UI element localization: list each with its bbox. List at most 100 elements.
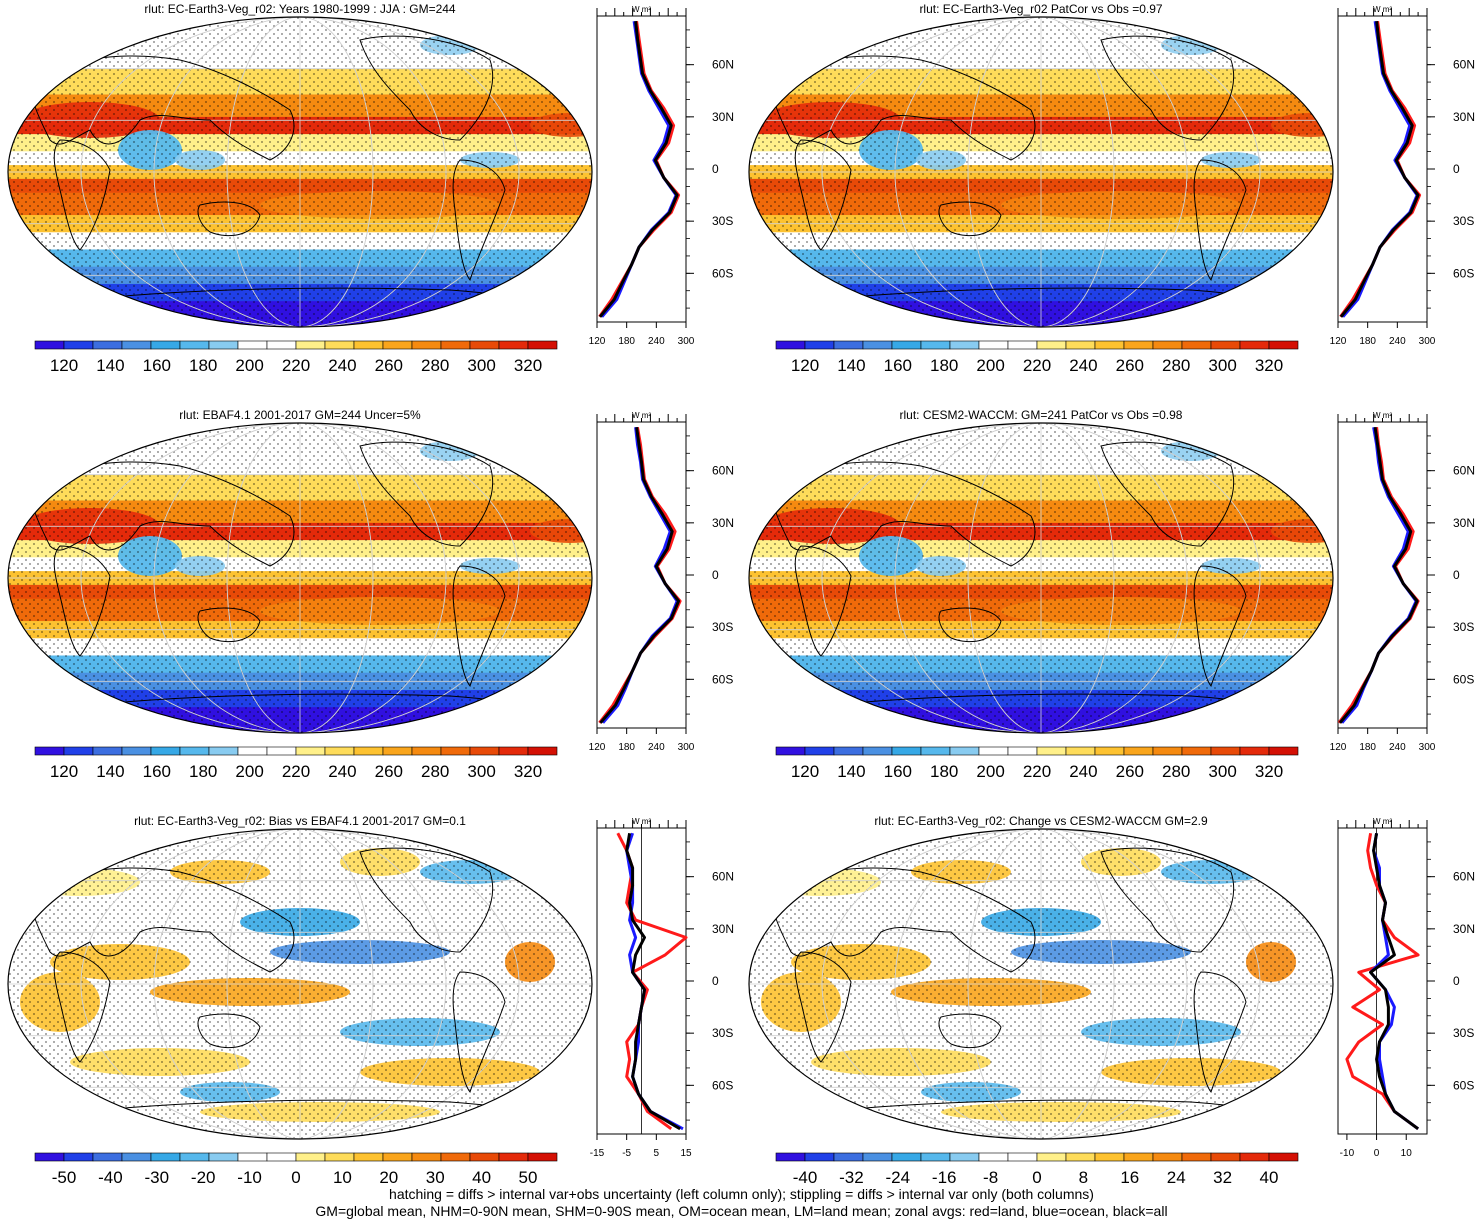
- colorbar-cell: [978, 1152, 1009, 1162]
- world-map: [7, 422, 593, 734]
- colorbar-cell: [208, 746, 239, 756]
- world-map: [7, 16, 593, 328]
- colorbar: 120 140 160 180 200 220 240 260 280 300 320: [34, 340, 558, 375]
- map-outline: [7, 16, 593, 328]
- colorbar-tick-label: 300: [467, 356, 495, 375]
- lat-tick-label: 60S: [1453, 672, 1474, 686]
- colorbar-cell: [1239, 1152, 1270, 1162]
- meridian-line: [80, 423, 520, 733]
- colorbar-cell: [382, 340, 413, 350]
- colorbar-tick-label: 280: [421, 356, 449, 375]
- meridian-line: [226, 17, 374, 327]
- graticule: [749, 17, 1333, 327]
- lat-tick-label: 30S: [1453, 620, 1474, 634]
- colorbar-cell: [237, 746, 268, 756]
- africa-coast: [53, 545, 111, 657]
- x-tick-label: 180: [1359, 336, 1376, 347]
- lat-tick-label: 30N: [712, 110, 734, 124]
- colorbar-tick-label: 260: [375, 762, 403, 781]
- zonal-mean-plot: W m² 60N 30N 0 30S 60S -15 -5 5 15: [590, 817, 734, 1159]
- zonal-line-land: [598, 426, 682, 724]
- lat-tick-label: 60N: [712, 464, 734, 478]
- map-outline: [7, 422, 593, 734]
- colorbar-cell: [179, 1152, 210, 1162]
- meridian-line: [894, 423, 1188, 733]
- panel-graphics: 120 140 160 180 200 220 240 260 280 300 320 W m² 60N…: [7, 5, 734, 375]
- panel-title: rlut: EC-Earth3-Veg_r02 PatCor vs Obs =0…: [919, 2, 1163, 16]
- colorbar-tick-label: 200: [976, 762, 1004, 781]
- colorbar-cell: [978, 340, 1009, 350]
- colorbar-cell: [237, 1152, 268, 1162]
- colorbar-tick-label: 180: [189, 762, 217, 781]
- panel-change: rlut: EC-Earth3-Veg_r02: Change vs CESM2…: [741, 812, 1482, 1212]
- x-tick-label: 240: [648, 742, 665, 753]
- lat-tick-label: 60N: [1453, 464, 1475, 478]
- x-tick-label: 300: [678, 742, 695, 753]
- colorbar-cell: [804, 746, 835, 756]
- colorbar-tick-label: 180: [930, 762, 958, 781]
- x-tick-label: 5: [654, 1148, 660, 1159]
- x-tick-label: 180: [1359, 742, 1376, 753]
- map-outline: [7, 828, 593, 1140]
- zonal-unit-label: W m²: [1373, 5, 1392, 14]
- colorbar-tick-label: 140: [96, 356, 124, 375]
- lat-tick-label: 30S: [712, 620, 733, 634]
- colorbar-cell: [833, 340, 864, 350]
- colorbar-cell: [266, 746, 297, 756]
- colorbar-cell: [1007, 1152, 1038, 1162]
- graticule: [8, 17, 592, 327]
- panel-reference-model: rlut: CESM2-WACCM: GM=241 PatCor vs Obs …: [741, 406, 1482, 806]
- meridian-line: [226, 423, 374, 733]
- colorbar-tick-label: 120: [791, 762, 819, 781]
- x-tick-label: 120: [589, 336, 606, 347]
- colorbar-cell: [1181, 340, 1212, 350]
- lat-tick-label: 60S: [712, 266, 733, 280]
- colorbar-tick-label: 320: [514, 762, 542, 781]
- colorbar-cell: [1094, 1152, 1125, 1162]
- meridian-line: [967, 17, 1115, 327]
- colorbar-cell: [324, 746, 355, 756]
- colorbar-cell: [833, 746, 864, 756]
- lat-tick-label: 60S: [1453, 1078, 1474, 1092]
- zonal-line-ocean: [601, 427, 679, 724]
- colorbar-tick-label: 300: [467, 762, 495, 781]
- zonal-line-ocean: [1341, 20, 1419, 318]
- colorbar-cell: [295, 340, 326, 350]
- colorbar-cell: [804, 1152, 835, 1162]
- colorbar-cell: [295, 746, 326, 756]
- x-tick-label: 240: [648, 336, 665, 347]
- world-map: [748, 828, 1334, 1140]
- x-tick-label: 120: [1330, 742, 1347, 753]
- eurasia-coast: [770, 461, 1036, 567]
- colorbar-tick-label: 200: [976, 356, 1004, 375]
- x-tick-label: 120: [1330, 336, 1347, 347]
- colorbar-tick-label: 140: [837, 356, 865, 375]
- zonal-line-land: [1337, 427, 1420, 724]
- map-outline: [748, 16, 1334, 328]
- eurasia-coast: [29, 55, 295, 161]
- panel-title: rlut: EBAF4.1 2001-2017 GM=244 Uncer=5%: [179, 408, 421, 422]
- colorbar-cell: [920, 340, 951, 350]
- world-map: [7, 828, 593, 1140]
- colorbar-tick-label: -16: [932, 1168, 957, 1187]
- colorbar-cell: [1036, 1152, 1067, 1162]
- lat-tick-label: 60S: [712, 672, 733, 686]
- colorbar-tick-label: 24: [1167, 1168, 1186, 1187]
- colorbar-cell: [1065, 746, 1096, 756]
- colorbar-cell: [266, 1152, 297, 1162]
- lat-tick-label: 30N: [712, 922, 734, 936]
- panel-graphics: 120 140 160 180 200 220 240 260 280 300 320 W m² 60N…: [7, 411, 734, 781]
- colorbar-tick-label: 0: [291, 1168, 300, 1187]
- australia-coast: [197, 1013, 261, 1049]
- colorbar-cell: [862, 340, 893, 350]
- colorbar-cell: [527, 746, 558, 756]
- colorbar-tick-label: 32: [1213, 1168, 1232, 1187]
- x-tick-label: 15: [680, 1148, 692, 1159]
- colorbar-cell: [34, 1152, 65, 1162]
- south-america-coast: [452, 971, 506, 1094]
- north-america-coast: [359, 847, 494, 953]
- colorbar-cell: [1268, 746, 1299, 756]
- colorbar-cell: [208, 340, 239, 350]
- australia-coast: [938, 201, 1002, 237]
- colorbar-tick-label: 120: [791, 356, 819, 375]
